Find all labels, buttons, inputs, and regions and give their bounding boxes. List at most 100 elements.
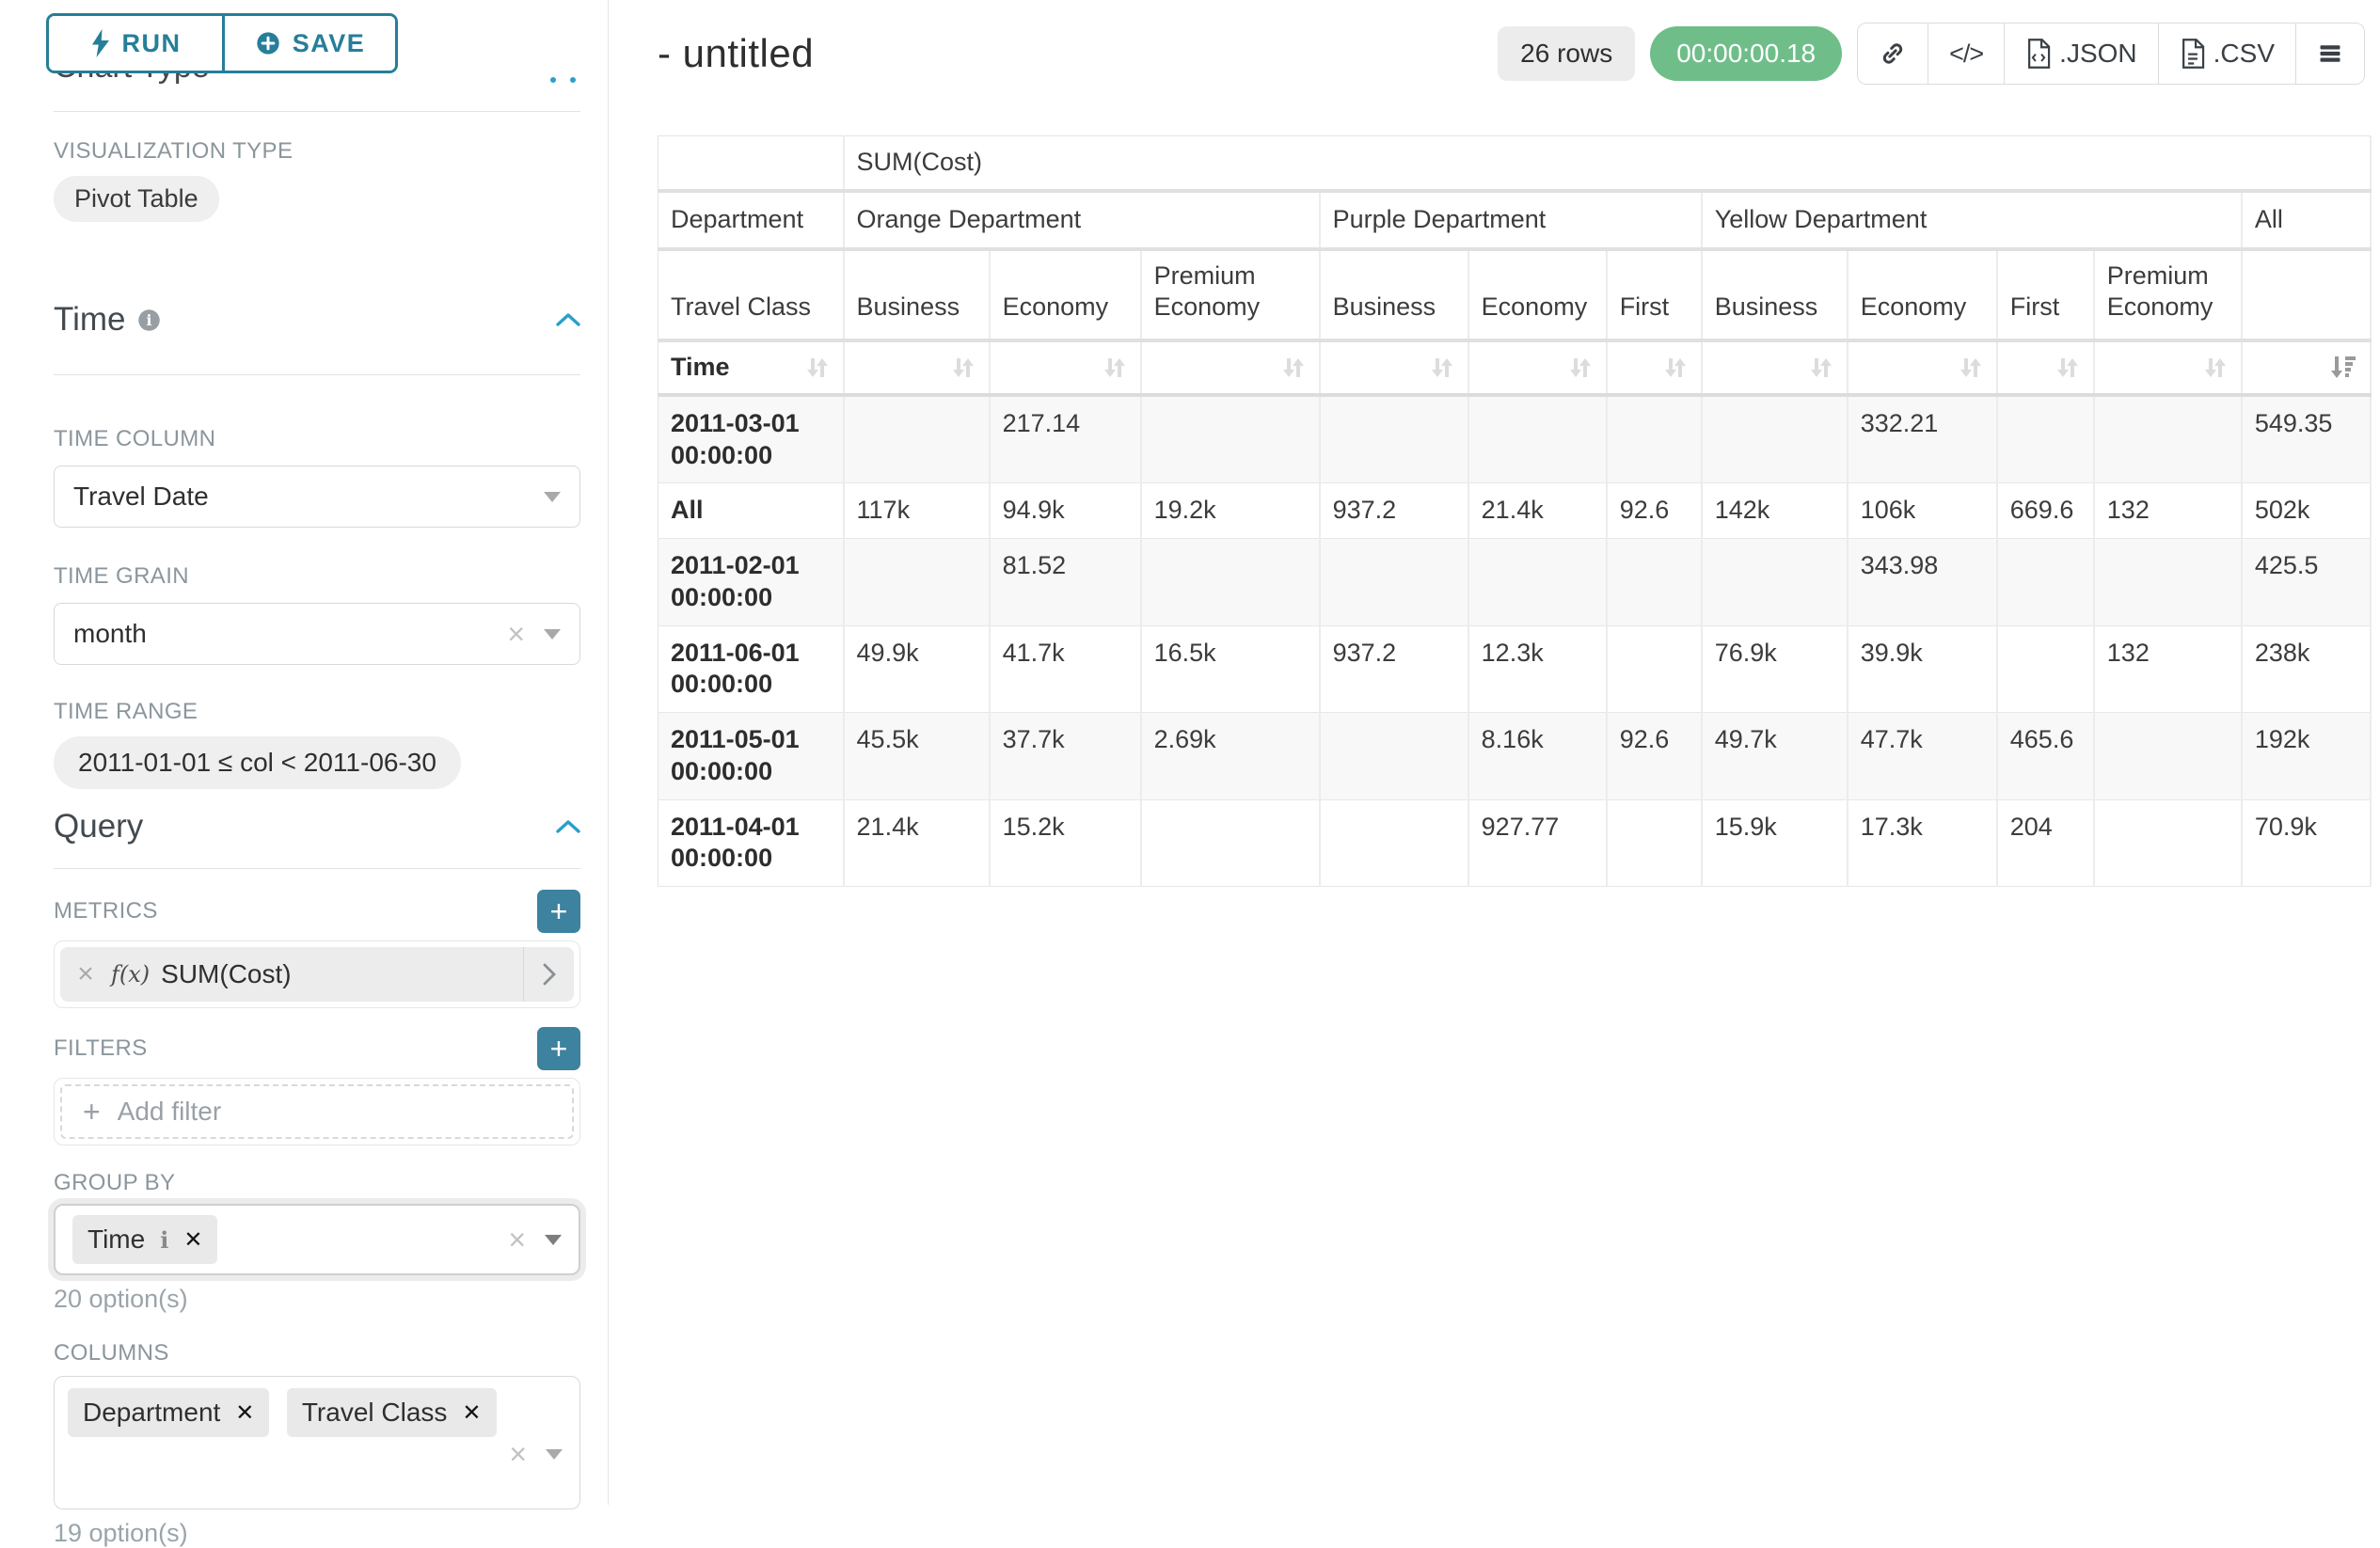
pivot-cell <box>1606 538 1703 626</box>
collapse-chevron-icon[interactable] <box>556 819 580 834</box>
pivot-cell: 465.6 <box>1996 712 2095 800</box>
link-icon <box>1879 39 1907 68</box>
columns-select[interactable]: Department ✕ Travel Class ✕ × <box>54 1376 580 1509</box>
pivot-cell: 669.6 <box>1996 482 2095 539</box>
col-group-header-1: Purple Department <box>1319 190 1703 251</box>
plus-circle-icon <box>255 30 281 56</box>
collapsed-chevron-dot <box>570 77 576 83</box>
sort-header-0[interactable] <box>843 340 991 397</box>
filters-control: + Add filter <box>54 1078 580 1145</box>
remove-tag-icon[interactable]: ✕ <box>462 1399 482 1426</box>
metric-header: SUM(Cost) <box>843 135 2372 193</box>
sort-header-6[interactable] <box>1701 340 1848 397</box>
clear-icon[interactable]: × <box>507 617 525 651</box>
view-query-button[interactable]: </> <box>1928 24 2005 84</box>
pivot-cell <box>2093 538 2243 626</box>
sort-header-1[interactable] <box>989 340 1142 397</box>
clear-icon[interactable]: × <box>508 1223 526 1256</box>
chevron-down-icon[interactable] <box>545 1234 562 1245</box>
pivot-row-1: All 117k 94.9k 19.2k 937.2 21.4k 92.6 142k 106k 6… <box>658 482 2372 539</box>
pivot-row-5: 2011-04-01 00:00:00 21.4k 15.2k 927.77 15.9k… <box>658 799 2372 887</box>
sort-icon[interactable] <box>1280 355 1307 381</box>
row-dimension-header[interactable]: Time <box>658 340 845 397</box>
columns-tag-travel-class[interactable]: Travel Class ✕ <box>286 1388 497 1437</box>
remove-tag-icon[interactable]: ✕ <box>235 1399 255 1426</box>
pivot-cell: 15.9k <box>1701 799 1848 887</box>
chevron-down-icon[interactable] <box>544 628 561 640</box>
sort-header-5[interactable] <box>1606 340 1703 397</box>
sort-header-10[interactable] <box>2241 340 2372 397</box>
pivot-cell: 21.4k <box>1468 482 1608 539</box>
time-grain-select[interactable]: month × <box>54 603 580 665</box>
sort-header-4[interactable] <box>1468 340 1608 397</box>
sort-header-9[interactable] <box>2093 340 2243 397</box>
sort-icon[interactable] <box>1662 355 1689 381</box>
time-range-pill[interactable]: 2011-01-01 ≤ col < 2011-06-30 <box>54 736 461 789</box>
add-filter-button[interactable]: + Add filter <box>60 1084 574 1139</box>
sort-icon[interactable] <box>804 355 831 381</box>
sort-icon[interactable] <box>2202 355 2229 381</box>
sort-icon[interactable] <box>1808 355 1834 381</box>
pivot-cell: 502k <box>2241 482 2372 539</box>
sort-icon[interactable] <box>1429 355 1455 381</box>
main-header: - untitled 26 rows 00:00:00.18 </> .JSON… <box>658 23 2380 85</box>
tag-label: Travel Class <box>301 1398 448 1427</box>
info-icon: i <box>160 1225 169 1254</box>
share-link-button[interactable] <box>1858 24 1928 84</box>
export-csv-label: .CSV <box>2213 39 2275 68</box>
time-section-title: Time <box>54 301 126 338</box>
export-json-button[interactable]: .JSON <box>2004 24 2158 84</box>
pivot-cell <box>1996 625 2095 713</box>
pivot-cell <box>1140 394 1321 484</box>
time-column-select[interactable]: Travel Date <box>54 466 580 528</box>
export-csv-button[interactable]: .CSV <box>2157 24 2295 84</box>
export-json-label: .JSON <box>2059 39 2137 68</box>
menu-button[interactable] <box>2295 24 2364 84</box>
run-button[interactable]: RUN <box>49 16 222 71</box>
save-button[interactable]: SAVE <box>222 16 395 71</box>
sort-desc-icon[interactable] <box>2329 354 2357 382</box>
json-file-icon <box>2025 39 2052 69</box>
chevron-down-icon[interactable] <box>544 491 561 502</box>
chevron-down-icon[interactable] <box>546 1448 563 1460</box>
tag-label: Department <box>83 1398 221 1427</box>
col-dimension2-label: Travel Class <box>658 248 845 342</box>
group-by-options-hint: 20 option(s) <box>54 1285 188 1313</box>
page-title: - untitled <box>658 31 815 75</box>
sort-header-7[interactable] <box>1847 340 1998 397</box>
pivot-cell: 81.52 <box>989 538 1142 626</box>
sort-icon[interactable] <box>950 355 976 381</box>
add-metric-button[interactable]: + <box>537 890 580 933</box>
col-group-header-3: All <box>2241 190 2372 251</box>
sort-icon[interactable] <box>1567 355 1594 381</box>
add-filter-plus-button[interactable]: + <box>537 1027 580 1070</box>
pivot-cell: 217.14 <box>989 394 1142 484</box>
collapse-chevron-icon[interactable] <box>556 312 580 327</box>
sort-header-3[interactable] <box>1319 340 1469 397</box>
remove-metric-icon[interactable]: × <box>77 958 94 989</box>
pivot-table-body: 2011-03-01 00:00:00 217.14 332.21 549.35 All… <box>658 394 2372 887</box>
chevron-right-icon[interactable] <box>523 947 574 1002</box>
pivot-cell: 70.9k <box>2241 799 2372 887</box>
remove-tag-icon[interactable]: ✕ <box>183 1226 203 1253</box>
pivot-cell: 47.7k <box>1847 712 1998 800</box>
pivot-cell <box>2093 394 2243 484</box>
sort-icon[interactable] <box>1102 355 1128 381</box>
metric-pill[interactable]: × f(x) SUM(Cost) <box>60 947 574 1002</box>
collapsed-chevron-dot <box>550 77 556 83</box>
group-by-select[interactable]: Time i ✕ × <box>54 1204 580 1275</box>
pivot-row-0: 2011-03-01 00:00:00 217.14 332.21 549.35 <box>658 394 2372 484</box>
svg-text:i: i <box>147 311 152 329</box>
sort-header-8[interactable] <box>1996 340 2095 397</box>
clear-icon[interactable]: × <box>509 1437 527 1471</box>
group-by-tag-time[interactable]: Time i ✕ <box>72 1215 218 1264</box>
sort-header-2[interactable] <box>1140 340 1321 397</box>
pivot-cell: 94.9k <box>989 482 1142 539</box>
sort-icon[interactable] <box>2055 355 2081 381</box>
visualization-type-pill[interactable]: Pivot Table <box>54 176 219 222</box>
row-header: 2011-05-01 00:00:00 <box>658 712 845 800</box>
pivot-cell <box>1606 625 1703 713</box>
columns-tag-department[interactable]: Department ✕ <box>68 1388 270 1437</box>
sort-icon[interactable] <box>1958 355 1984 381</box>
pivot-cell <box>2093 799 2243 887</box>
